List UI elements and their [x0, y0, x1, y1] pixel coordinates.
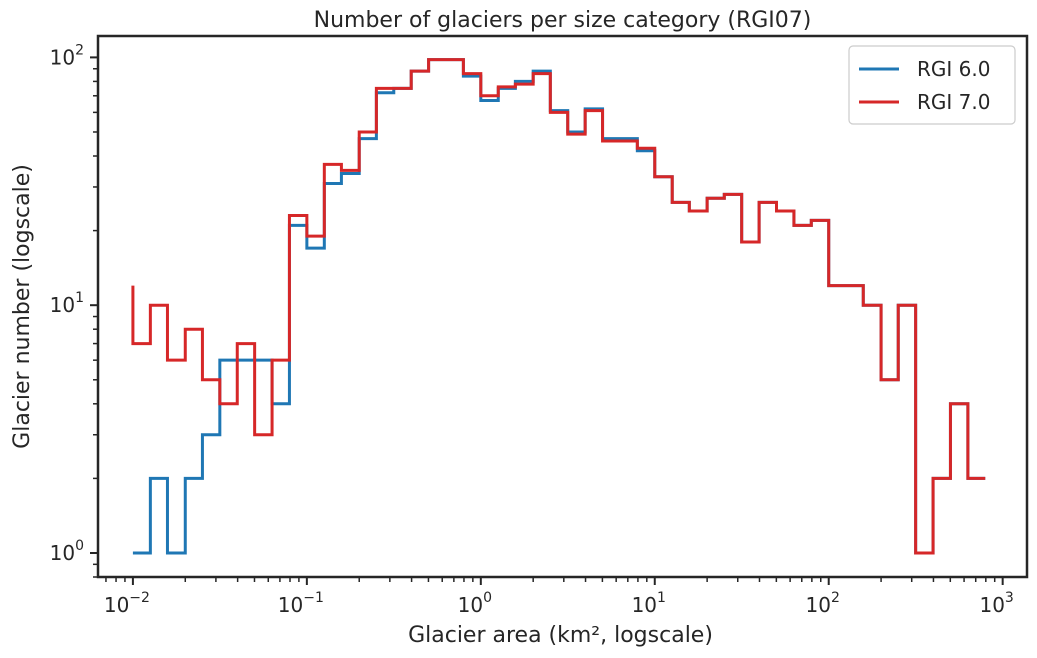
series-line-rgi-7-0 — [131, 58, 986, 555]
plot-area — [131, 58, 986, 555]
x-tick-label: 101 — [632, 590, 666, 617]
x-tick-label: 103 — [979, 590, 1013, 617]
x-axis-label: Glacier area (km², logscale) — [408, 623, 713, 648]
x-tick-label: 10−1 — [278, 590, 324, 617]
y-tick-label: 101 — [50, 290, 84, 317]
x-tick-label: 102 — [806, 590, 840, 617]
y-axis-label: Glacier number (logscale) — [10, 164, 35, 449]
legend-label: RGI 6.0 — [917, 57, 990, 81]
series-line-rgi-6-0 — [132, 58, 986, 555]
plot-frame — [96, 34, 1029, 579]
legend: RGI 6.0 RGI 7.0 — [848, 45, 1016, 125]
axes: 10−2 10−1 100 101 102 103 100 101 102 — [50, 34, 1029, 617]
y-tick-label: 102 — [50, 42, 84, 69]
x-tick-label: 100 — [458, 590, 492, 617]
chart-title: Number of glaciers per size category (RG… — [314, 8, 812, 33]
x-tick-label: 10−2 — [104, 590, 150, 617]
legend-label: RGI 7.0 — [917, 90, 990, 114]
legend-box — [848, 45, 1016, 125]
y-tick-label: 100 — [50, 538, 84, 565]
